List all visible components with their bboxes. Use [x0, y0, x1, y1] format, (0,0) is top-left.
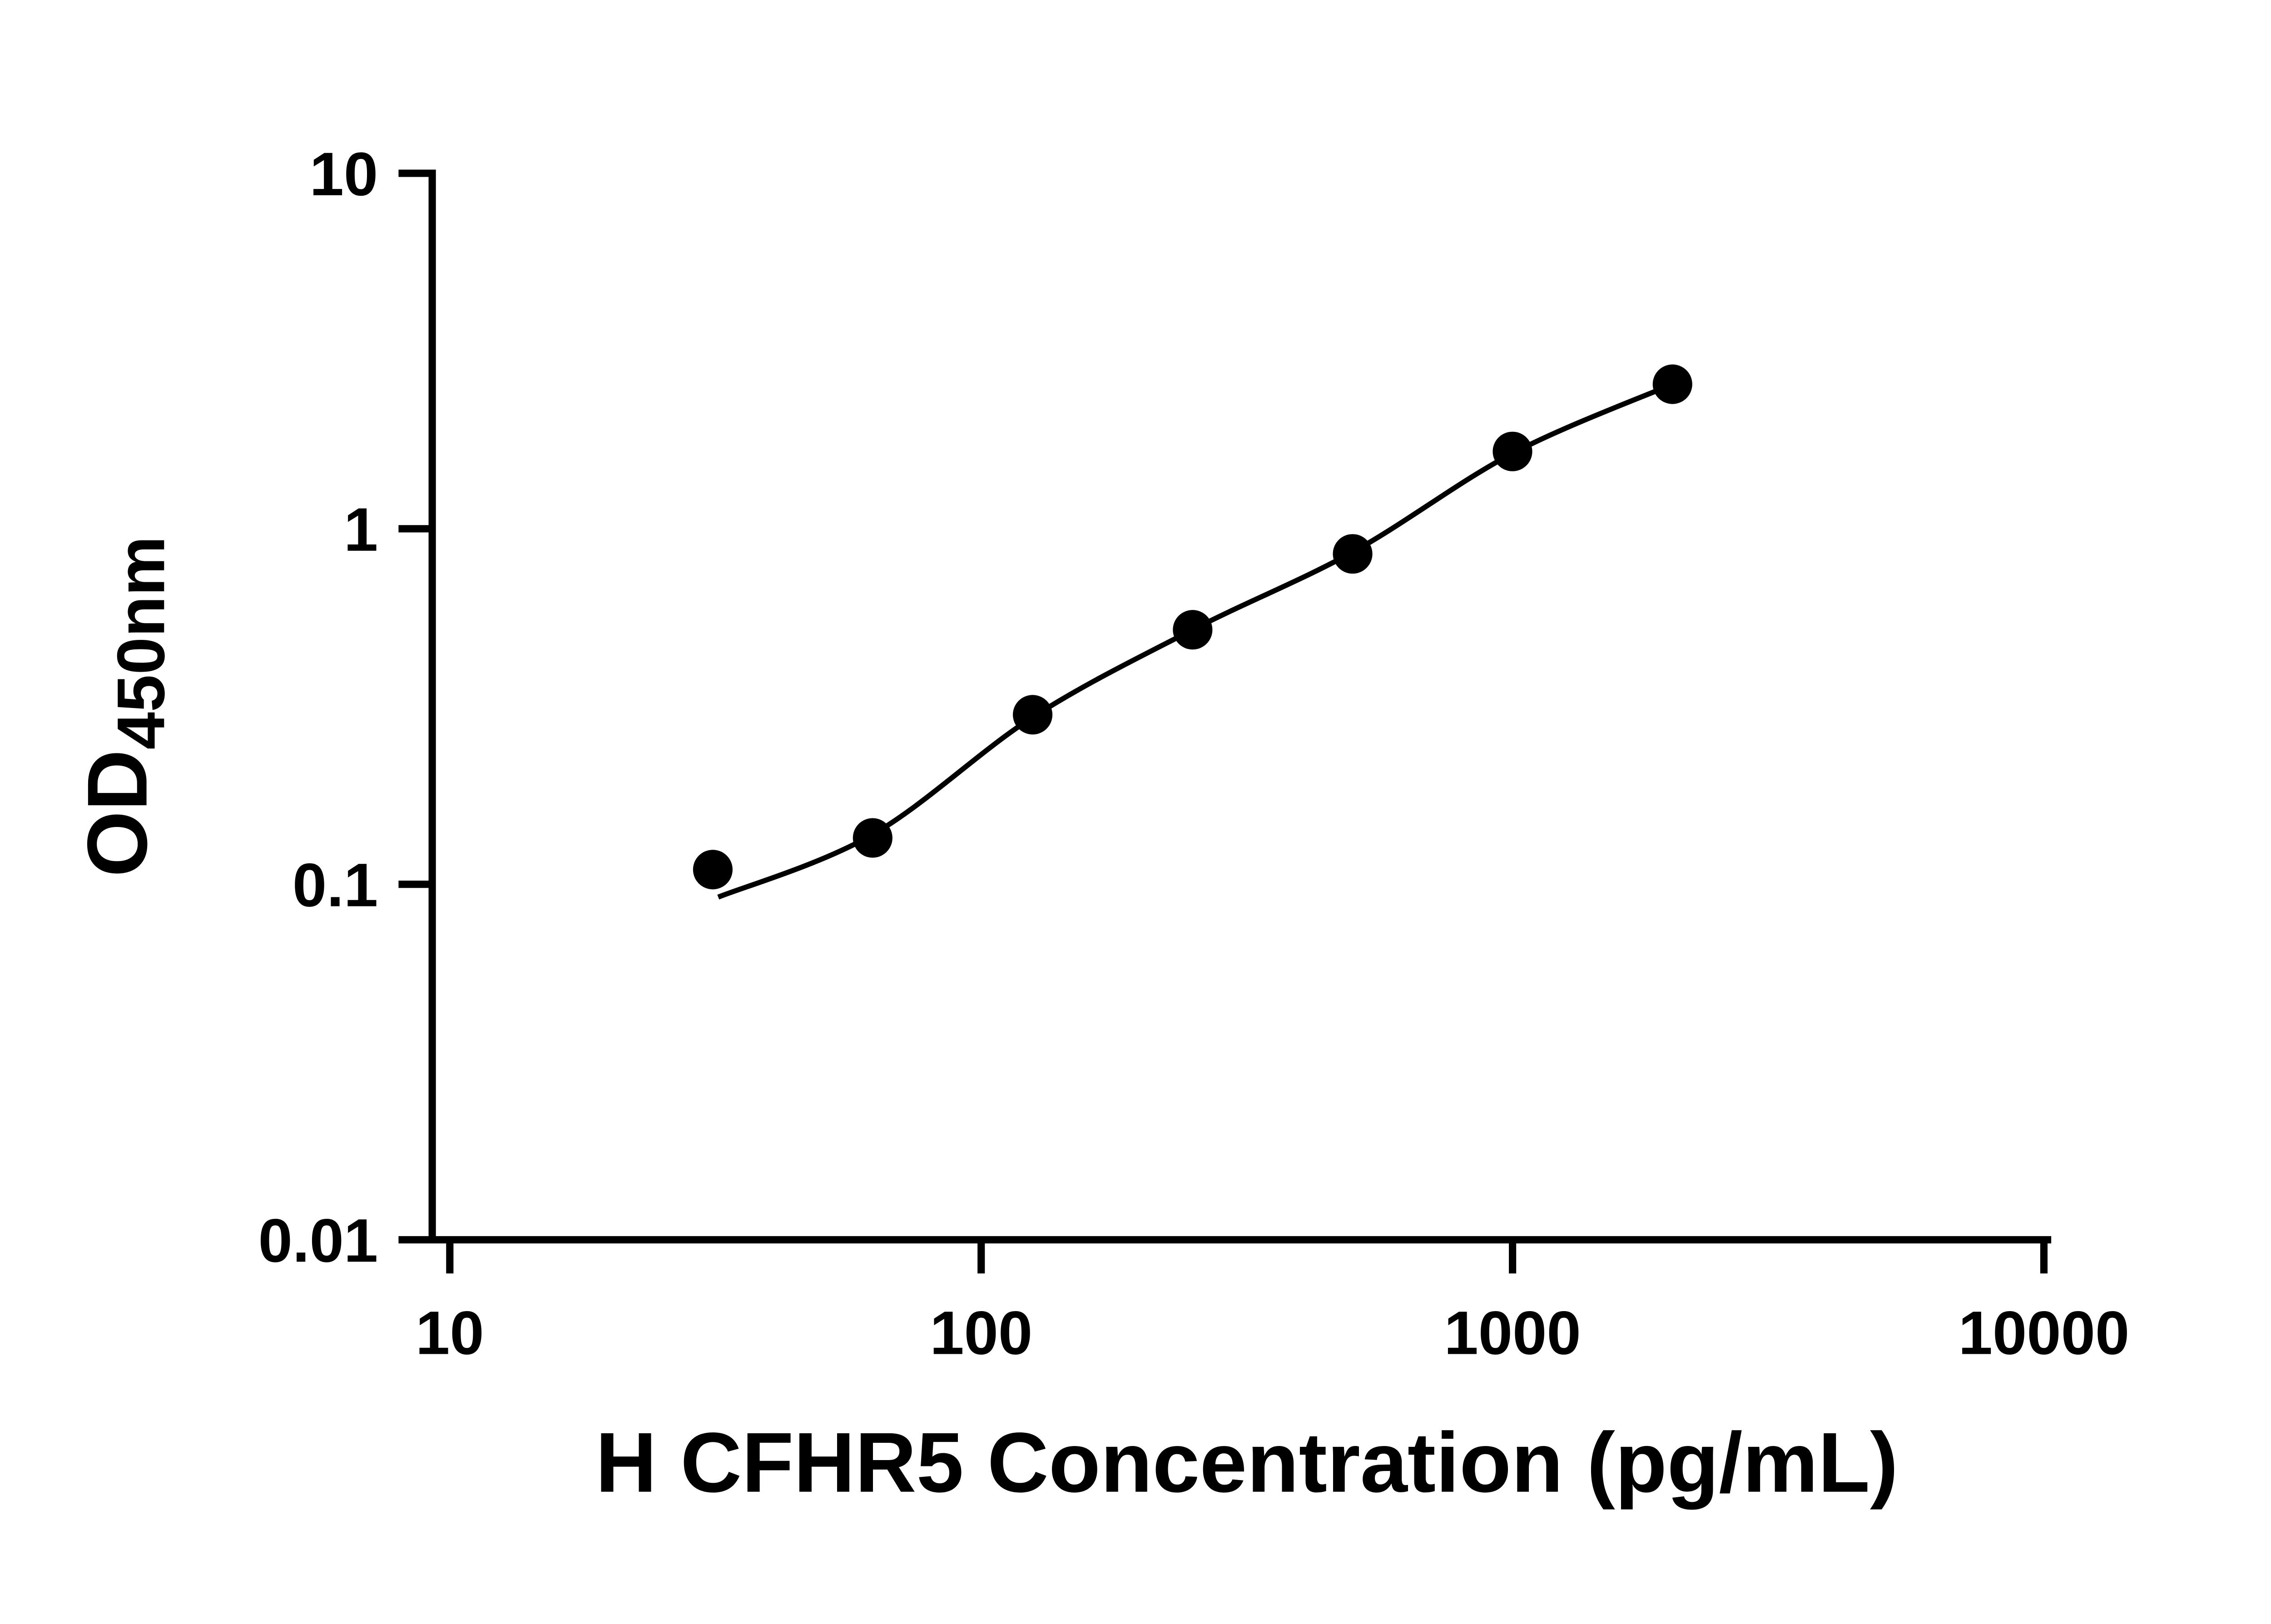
data-point-marker — [1333, 534, 1373, 574]
axes — [428, 169, 2052, 1243]
data-points — [693, 364, 1692, 890]
tick-marks — [398, 169, 2048, 1274]
x-tick-label: 100 — [930, 1298, 1032, 1367]
data-point-marker — [1013, 695, 1053, 735]
data-point-marker — [1493, 431, 1532, 471]
y-axis-title-subscript: 450nm — [104, 536, 179, 749]
y-tick-label: 1 — [344, 495, 378, 564]
y-tick-label: 10 — [310, 139, 378, 208]
y-axis-title-main: OD — [70, 749, 165, 877]
x-axis-title: H CFHR5 Concentration (pg/mL) — [595, 1415, 1898, 1510]
data-point-marker — [1173, 610, 1213, 650]
tick-labels: 0.01 0.1 1 10 10 100 1000 10000 — [258, 139, 2130, 1367]
data-point-marker — [853, 818, 893, 858]
y-tick-label: 0.1 — [293, 851, 378, 920]
x-tick-label: 1000 — [1444, 1298, 1581, 1367]
data-point-marker — [693, 850, 733, 890]
y-axis-title: OD450nm — [70, 536, 179, 877]
x-tick-label: 10000 — [1959, 1298, 2130, 1367]
data-point-marker — [1652, 364, 1692, 404]
x-tick-label: 10 — [416, 1298, 484, 1367]
y-tick-label: 0.01 — [258, 1206, 378, 1275]
